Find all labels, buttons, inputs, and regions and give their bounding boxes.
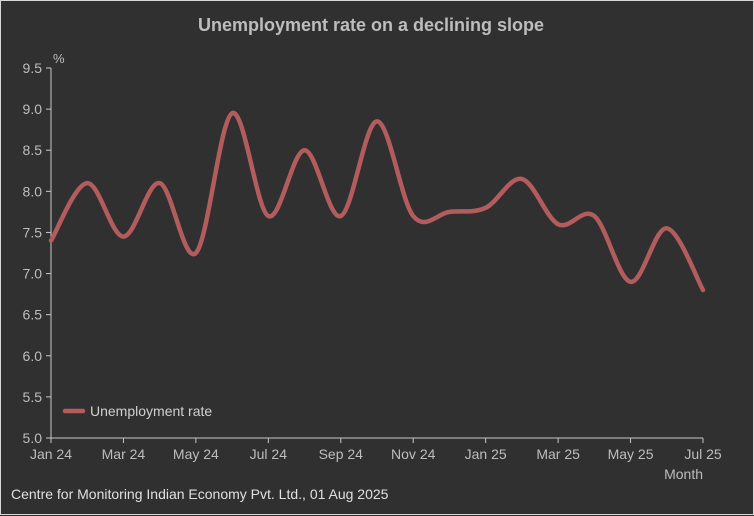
y-tick-label: 7.5 [23, 224, 43, 240]
y-axis: 5.0 5.5 6.0 6.5 7.0 7.5 8.0 8.5 9.0 9.5 [23, 60, 52, 446]
data-point-nov-24[interactable] [407, 210, 419, 222]
x-axis-label: Month [664, 466, 703, 482]
data-point-apr-25[interactable] [588, 210, 600, 222]
data-point-jan-24[interactable] [45, 235, 57, 247]
x-tick-label: Jan 25 [465, 446, 507, 462]
y-tick-label: 9.0 [23, 101, 43, 117]
x-tick-label: Jul 25 [684, 446, 722, 462]
data-point-jun-25[interactable] [661, 222, 673, 234]
data-point-feb-25[interactable] [516, 173, 528, 185]
data-point-dec-24[interactable] [443, 206, 455, 218]
y-tick-label: 6.5 [23, 307, 43, 323]
chart-title: Unemployment rate on a declining slope [198, 15, 544, 35]
y-tick-label: 8.0 [23, 183, 43, 199]
data-point-apr-24[interactable] [154, 177, 166, 189]
y-tick-label: 7.0 [23, 266, 43, 282]
data-point-may-25[interactable] [625, 276, 637, 288]
x-tick-label: Sep 24 [319, 446, 364, 462]
x-axis: Jan 24 Mar 24 May 24 Jul 24 Sep 24 Nov 24 Jan … [30, 437, 722, 462]
data-point-jan-25[interactable] [480, 202, 492, 214]
data-point-oct-24[interactable] [371, 115, 383, 127]
x-tick-label: Jul 24 [250, 446, 288, 462]
data-point-jul-24[interactable] [262, 210, 274, 222]
series-line-unemployment-rate [48, 110, 706, 293]
y-tick-label: 8.5 [23, 142, 43, 158]
x-tick-label: May 24 [173, 446, 219, 462]
data-point-mar-25[interactable] [552, 218, 564, 230]
y-tick-label: 5.0 [23, 430, 43, 446]
data-point-aug-24[interactable] [299, 144, 311, 156]
data-point-sep-24[interactable] [335, 210, 347, 222]
x-tick-label: May 25 [608, 446, 654, 462]
x-tick-label: Mar 25 [536, 446, 580, 462]
data-point-feb-24[interactable] [81, 177, 93, 189]
x-tick-label: Mar 24 [102, 446, 146, 462]
y-tick-label: 9.5 [23, 60, 43, 76]
data-point-may-24[interactable] [190, 247, 202, 259]
x-tick-label: Nov 24 [391, 446, 436, 462]
data-point-jul-25[interactable] [697, 284, 709, 296]
y-tick-label: 5.5 [23, 389, 43, 405]
series-layer [45, 107, 709, 296]
source-note: Centre for Monitoring Indian Economy Pvt… [11, 486, 389, 502]
x-tick-label: Jan 24 [30, 446, 72, 462]
y-tick-label: 6.0 [23, 348, 43, 364]
y-axis-unit: % [53, 51, 65, 66]
legend: Unemployment rate [62, 403, 212, 419]
data-point-jun-24[interactable] [226, 107, 238, 119]
data-point-mar-24[interactable] [117, 231, 129, 243]
legend-label: Unemployment rate [90, 403, 212, 419]
